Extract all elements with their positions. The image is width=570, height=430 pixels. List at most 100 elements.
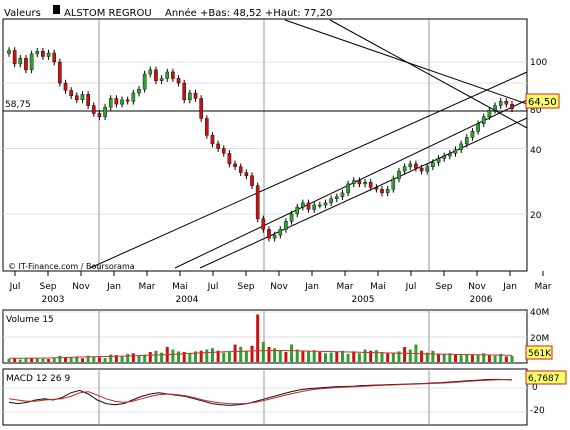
volume-bar bbox=[30, 358, 34, 362]
volume-bar bbox=[323, 353, 327, 362]
candle-body bbox=[91, 105, 96, 114]
x-year-label: 2006 bbox=[470, 295, 493, 305]
volume-bar bbox=[233, 344, 237, 362]
candle-body bbox=[35, 51, 40, 55]
candle-body bbox=[108, 98, 113, 108]
candle-body bbox=[131, 92, 136, 102]
candle-body bbox=[63, 82, 68, 91]
candle-body bbox=[306, 202, 311, 210]
candle-body bbox=[476, 123, 480, 132]
current-volume-box bbox=[525, 345, 553, 360]
volume-bar bbox=[448, 353, 452, 362]
volume-bar bbox=[318, 352, 322, 362]
x-month-label: Jan bbox=[304, 282, 319, 292]
separator-square bbox=[53, 5, 60, 14]
candle-body bbox=[148, 69, 153, 75]
candle-body bbox=[453, 149, 458, 154]
candle-body bbox=[334, 196, 339, 199]
candle-body bbox=[272, 234, 277, 239]
candle-body bbox=[504, 101, 509, 105]
candle-body bbox=[289, 213, 294, 222]
macd-y-tick: -20 bbox=[530, 406, 545, 416]
candle-body bbox=[176, 78, 181, 84]
candle-body bbox=[193, 92, 198, 99]
volume-bar bbox=[273, 348, 277, 362]
volume-bar bbox=[459, 355, 463, 362]
candle-body bbox=[284, 221, 288, 230]
candle-body bbox=[374, 187, 379, 190]
volume-bar bbox=[510, 355, 514, 362]
volume-bar bbox=[284, 352, 288, 362]
price-grid bbox=[3, 19, 527, 271]
volume-bar bbox=[465, 353, 469, 362]
volume-bar bbox=[363, 349, 367, 362]
candle-body bbox=[442, 155, 446, 159]
volume-bar bbox=[295, 349, 299, 362]
volume-bar bbox=[476, 354, 480, 362]
volume-bar bbox=[482, 353, 486, 362]
candle-body bbox=[414, 163, 418, 169]
candle-body bbox=[363, 182, 367, 185]
volume-bar bbox=[504, 356, 508, 362]
candle-body bbox=[58, 61, 62, 84]
x-month-label: Mar bbox=[337, 282, 354, 292]
candle-body bbox=[238, 166, 243, 173]
candle-body bbox=[464, 137, 469, 145]
volume-bar bbox=[312, 350, 316, 362]
volume-bar bbox=[13, 358, 17, 362]
trend-channel bbox=[3, 18, 528, 269]
candle-body bbox=[431, 162, 435, 167]
price-y-tick: 20 bbox=[530, 211, 542, 221]
candle-body bbox=[312, 204, 316, 210]
volume-bar bbox=[210, 348, 214, 362]
macd-panel: MACD 12 26 9 0 -20 6,7687 bbox=[2, 368, 567, 426]
candle-body bbox=[448, 153, 452, 157]
volume-bar bbox=[52, 358, 56, 362]
candle-body bbox=[165, 71, 170, 79]
volume-bar bbox=[114, 355, 118, 362]
volume-bar bbox=[222, 352, 226, 362]
candle-body bbox=[154, 69, 158, 81]
signal-line bbox=[8, 379, 512, 405]
x-month-label: Mar bbox=[139, 282, 156, 292]
candle-body bbox=[227, 153, 232, 165]
candle-body bbox=[205, 118, 209, 136]
volume-bar bbox=[278, 350, 282, 362]
candle-body bbox=[493, 105, 497, 111]
macd-title: MACD 12 26 9 bbox=[6, 374, 70, 384]
candle-body bbox=[351, 180, 356, 185]
volume-bar bbox=[346, 353, 350, 362]
x-month-label: Sep bbox=[436, 282, 453, 292]
volume-bar bbox=[148, 352, 152, 362]
candle-body bbox=[295, 206, 300, 215]
volume-bar bbox=[69, 357, 73, 362]
volume-bar bbox=[109, 354, 113, 362]
volume-bar bbox=[216, 350, 220, 362]
volume-bar bbox=[256, 314, 260, 362]
candle-body bbox=[29, 53, 34, 71]
x-axis: Jul Sep Nov Jan Mar Mai Jul Sep Nov Jan Mar Mai Jul S… bbox=[3, 270, 552, 305]
price-panel-frame bbox=[2, 18, 528, 272]
volume-bar bbox=[357, 353, 361, 362]
volume-bar bbox=[41, 358, 45, 362]
volume-bar bbox=[391, 352, 395, 362]
price-y-tick: 100 bbox=[530, 58, 547, 68]
candle-body bbox=[368, 182, 373, 188]
candle-body bbox=[12, 50, 17, 65]
x-month-label: Sep bbox=[238, 282, 255, 292]
current-macd-box bbox=[525, 370, 567, 385]
volume-bar bbox=[24, 357, 28, 362]
x-month-label: Nov bbox=[72, 282, 90, 292]
candle-body bbox=[221, 148, 226, 154]
volume-bar bbox=[131, 353, 135, 362]
candle-body bbox=[459, 143, 463, 150]
candle-body bbox=[436, 158, 441, 163]
candle-body bbox=[69, 90, 73, 96]
candle-body bbox=[346, 183, 350, 194]
x-month-label: Nov bbox=[468, 282, 486, 292]
volume-bars bbox=[7, 314, 514, 362]
candle-body bbox=[380, 189, 384, 194]
volume-title: Volume 15 bbox=[6, 315, 54, 325]
candle-body bbox=[103, 106, 107, 117]
volume-bar bbox=[7, 358, 11, 362]
